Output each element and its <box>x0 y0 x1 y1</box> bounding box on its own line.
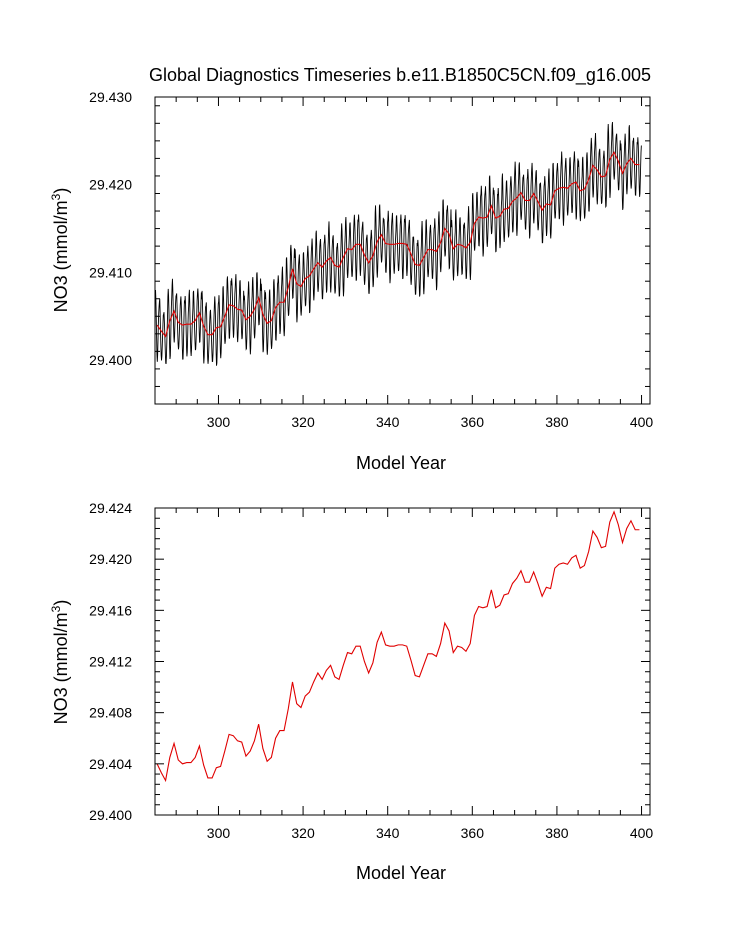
bottom-ytick-label: 29.416 <box>89 602 132 618</box>
top-xtick-label: 340 <box>376 414 400 430</box>
top-monthly-mean-line <box>155 121 642 366</box>
bottom-axes: 300 320 340 360 380 400 29.400 29.404 29.408 29.4… <box>89 500 653 841</box>
bottom-annual-mean-line <box>156 510 640 783</box>
bottom-ytick-label: 29.412 <box>89 654 132 670</box>
bottom-plot-area <box>156 510 640 783</box>
top-xtick-label: 400 <box>630 414 654 430</box>
top-xtick-label: 360 <box>461 414 485 430</box>
bottom-xtick-label: 320 <box>291 825 315 841</box>
bottom-yaxis-label: NO3 (mmol/m3) <box>49 600 71 725</box>
top-ylabel-close: ) <box>51 188 71 194</box>
figure-title: Global Diagnostics Timeseries b.e11.B185… <box>149 65 651 86</box>
top-axes: 300 320 340 360 380 400 29.400 29.410 29.420 29.4… <box>89 89 653 430</box>
top-ytick-label: 29.400 <box>89 352 132 368</box>
top-ylabel-superscript: 3 <box>49 193 63 200</box>
top-xtick-label: 380 <box>545 414 569 430</box>
top-xaxis-label: Model Year <box>356 453 446 473</box>
top-ylabel-main: NO3 (mmol/m <box>51 200 71 312</box>
bottom-ytick-label: 29.424 <box>89 500 132 516</box>
top-timeseries-panel: 300 320 340 360 380 400 29.400 29.410 29.420 29.4… <box>49 89 653 473</box>
top-ytick-label: 29.420 <box>89 177 132 193</box>
bottom-ylabel-main: NO3 (mmol/m <box>51 612 71 724</box>
bottom-xtick-label: 360 <box>461 825 485 841</box>
bottom-ytick-label: 29.404 <box>89 756 132 772</box>
top-ytick-label: 29.410 <box>89 264 132 280</box>
bottom-xaxis-label: Model Year <box>356 863 446 883</box>
top-ytick-label: 29.430 <box>89 89 132 105</box>
bottom-timeseries-panel: 300 320 340 360 380 400 29.400 29.404 29.408 29.4… <box>49 500 653 883</box>
top-plot-frame <box>154 96 651 405</box>
bottom-xtick-label: 340 <box>376 825 400 841</box>
bottom-xtick-label: 300 <box>207 825 231 841</box>
bottom-plot-frame <box>154 507 651 816</box>
top-yaxis-label: NO3 (mmol/m3) <box>49 188 71 313</box>
bottom-ytick-label: 29.408 <box>89 705 132 721</box>
top-annual-mean-line <box>156 151 640 338</box>
bottom-ylabel-superscript: 3 <box>49 605 63 612</box>
bottom-xtick-label: 400 <box>630 825 654 841</box>
bottom-ylabel-close: ) <box>51 600 71 606</box>
top-xtick-label: 300 <box>207 414 231 430</box>
top-plot-area <box>155 121 642 366</box>
bottom-xtick-label: 380 <box>545 825 569 841</box>
bottom-ytick-label: 29.400 <box>89 807 132 823</box>
bottom-ytick-label: 29.420 <box>89 551 132 567</box>
top-xtick-label: 320 <box>291 414 315 430</box>
